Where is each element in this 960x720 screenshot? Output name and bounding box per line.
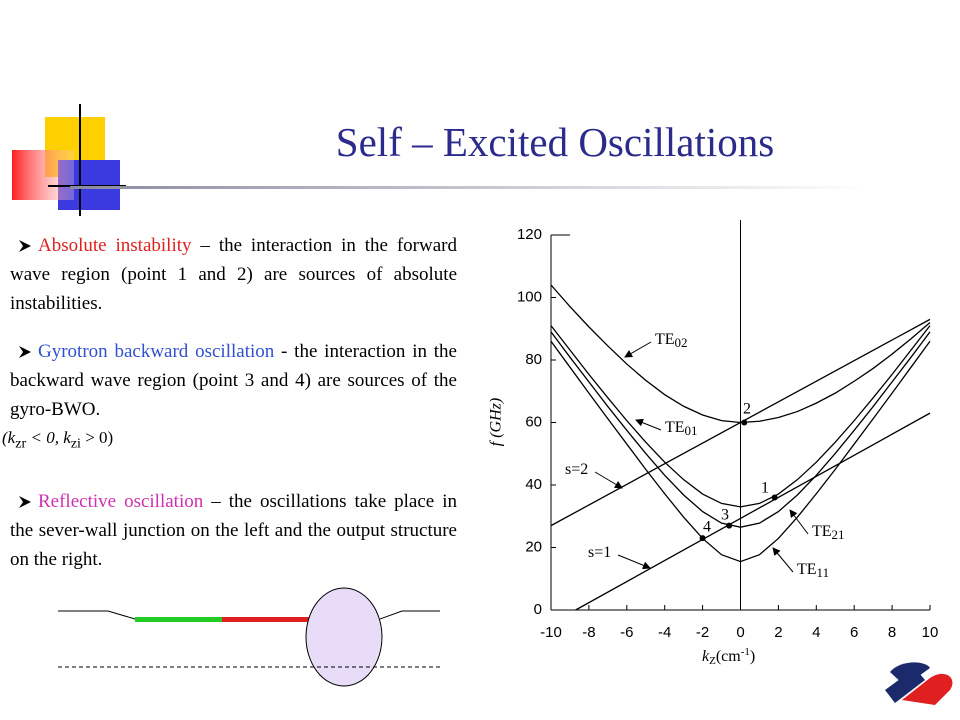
bullet-lead: Reflective oscillation — [38, 491, 204, 512]
bullet: Absolute instability – the interaction i… — [10, 231, 457, 318]
formula-sub: zr — [15, 435, 27, 452]
label-arrow — [617, 554, 651, 570]
curve — [550, 325, 931, 508]
marked-point — [741, 419, 748, 426]
title-underline — [70, 186, 870, 189]
bullet-text: – the interaction in the forward wave re… — [10, 235, 457, 314]
label-arrow — [772, 547, 794, 573]
bullet-text: - the interaction in the backward wave r… — [10, 341, 457, 420]
curve-label: s=1 — [588, 544, 611, 561]
marked-point — [771, 494, 778, 501]
formula-sub: zi — [70, 435, 81, 452]
label-arrow — [594, 471, 623, 489]
bullet-icon — [19, 346, 31, 358]
y-tick-label: 0 — [534, 601, 542, 618]
x-axis-label-part: (cm — [716, 648, 741, 665]
curve-label-name: s=2 — [565, 461, 588, 478]
x-tick-label: -2 — [696, 624, 709, 641]
bullet-icon — [19, 496, 31, 508]
curve — [550, 331, 931, 528]
curve-label-sub: 11 — [817, 565, 830, 580]
point-label: 3 — [721, 507, 729, 524]
y-tick-label: 100 — [517, 288, 542, 305]
bullet-icon — [19, 240, 31, 252]
curve-label: TE02 — [655, 331, 688, 350]
label-arrow — [635, 418, 662, 431]
waveguide-diagram — [58, 587, 440, 687]
y-tick-label: 80 — [525, 351, 542, 368]
x-tick-label: 10 — [922, 624, 939, 641]
logo — [885, 662, 953, 705]
y-tick-label: 20 — [525, 538, 542, 555]
label-arrow — [624, 341, 652, 358]
x-tick-label: -10 — [540, 624, 562, 641]
point-label: 4 — [703, 519, 711, 536]
x-tick-label: 0 — [736, 624, 744, 641]
point-label: 2 — [743, 401, 751, 418]
curve-label: TE21 — [812, 523, 845, 542]
curve-label-sub: 21 — [832, 527, 845, 542]
curve-label-sub: 02 — [675, 335, 688, 350]
label-arrow — [789, 509, 809, 535]
x-tick-label: 2 — [774, 624, 782, 641]
bullet: Gyrotron backward oscillation - the inte… — [10, 337, 457, 424]
bullet: Reflective oscillation – the oscillation… — [10, 487, 457, 574]
x-axis-label-part: ) — [750, 648, 755, 665]
curve-label: s=2 — [565, 461, 588, 478]
curve-label-name: TE — [665, 419, 685, 436]
x-axis-label-part: Z — [709, 655, 716, 667]
formula: (kzr < 0, kzi > 0) — [2, 428, 113, 452]
x-tick-label: -8 — [582, 624, 595, 641]
y-tick-label: 40 — [525, 476, 542, 493]
curve — [550, 340, 931, 563]
point-label: 1 — [761, 480, 769, 497]
slide-title: Self – Excited Oscillations — [335, 119, 775, 165]
marked-point — [699, 535, 706, 542]
x-tick-label: 8 — [888, 624, 896, 641]
curve-label-name: TE — [812, 523, 832, 540]
y-axis-label: f (GHz) — [488, 398, 505, 446]
x-tick-label: 6 — [850, 624, 858, 641]
curve-label: TE11 — [797, 561, 829, 580]
x-tick-label: -6 — [620, 624, 633, 641]
formula-part: < 0, k — [26, 428, 71, 447]
x-axis-label: kZ(cm-1) — [702, 646, 755, 667]
x-tick-label: -4 — [658, 624, 671, 641]
y-tick-label: 60 — [525, 413, 542, 430]
x-axis-label-part: k — [702, 648, 710, 665]
curve — [550, 318, 931, 527]
curve-label: TE01 — [665, 419, 698, 438]
deco-square — [12, 150, 74, 200]
bullet-lead: Gyrotron backward oscillation — [38, 341, 275, 362]
formula-part: (k — [2, 428, 16, 447]
marked-point — [726, 522, 733, 529]
x-tick-label: 4 — [812, 624, 820, 641]
y-tick-label: 120 — [517, 226, 542, 243]
curve-label-name: TE — [797, 561, 817, 578]
curve-label-name: s=1 — [588, 544, 611, 561]
bullet-text: – the oscillations take place in the sev… — [10, 491, 457, 570]
curve-label-name: TE — [655, 331, 675, 348]
formula-part: > 0) — [80, 428, 114, 447]
bullet-lead: Absolute instability — [38, 235, 192, 256]
curve — [575, 412, 931, 611]
curve-label-sub: 01 — [685, 423, 698, 438]
x-axis-label-part: -1 — [741, 646, 750, 658]
